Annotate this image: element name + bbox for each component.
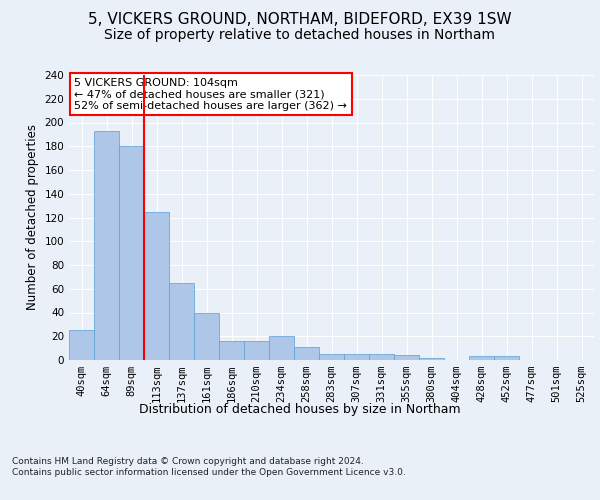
- Bar: [144, 212, 169, 360]
- Bar: [319, 354, 344, 360]
- Text: Contains HM Land Registry data © Crown copyright and database right 2024.
Contai: Contains HM Land Registry data © Crown c…: [12, 458, 406, 477]
- Bar: [344, 354, 369, 360]
- Bar: [244, 341, 269, 360]
- Bar: [169, 283, 194, 360]
- Bar: [219, 341, 244, 360]
- Bar: [69, 330, 94, 360]
- Bar: [469, 356, 494, 360]
- Text: Size of property relative to detached houses in Northam: Size of property relative to detached ho…: [104, 28, 496, 42]
- Bar: [419, 358, 444, 360]
- Bar: [494, 356, 519, 360]
- Bar: [194, 312, 219, 360]
- Text: 5, VICKERS GROUND, NORTHAM, BIDEFORD, EX39 1SW: 5, VICKERS GROUND, NORTHAM, BIDEFORD, EX…: [88, 12, 512, 28]
- Y-axis label: Number of detached properties: Number of detached properties: [26, 124, 39, 310]
- Bar: [269, 336, 294, 360]
- Text: Distribution of detached houses by size in Northam: Distribution of detached houses by size …: [139, 402, 461, 415]
- Bar: [394, 355, 419, 360]
- Bar: [119, 146, 144, 360]
- Bar: [294, 347, 319, 360]
- Text: 5 VICKERS GROUND: 104sqm
← 47% of detached houses are smaller (321)
52% of semi-: 5 VICKERS GROUND: 104sqm ← 47% of detach…: [74, 78, 347, 111]
- Bar: [369, 354, 394, 360]
- Bar: [94, 131, 119, 360]
